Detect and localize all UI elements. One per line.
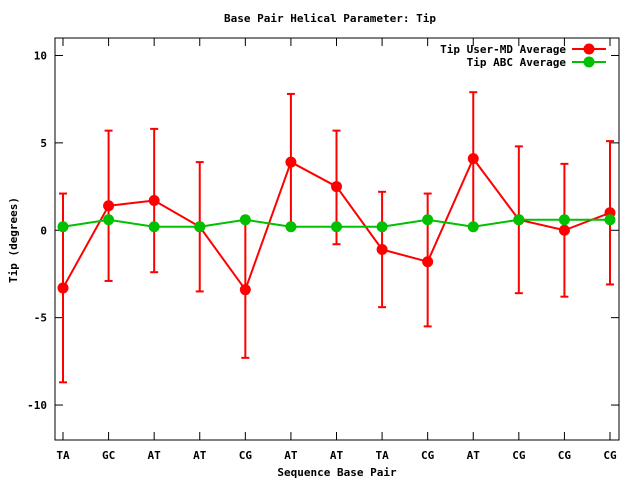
data-point [467,153,479,165]
y-tick-label: 10 [34,49,47,62]
x-axis: TA GC AT AT CG AT AT TA CG AT CG CG CG [56,38,617,462]
y-axis-label: Tip (degrees) [7,197,20,283]
data-point [194,221,206,233]
data-point [604,214,616,226]
data-point [103,214,115,226]
data-point [239,284,251,296]
legend-label: Tip ABC Average [467,56,567,69]
data-point [422,214,434,226]
data-point [558,214,570,226]
x-tick-label: AT [148,449,162,462]
series-layer [57,91,616,384]
y-tick-label: -5 [34,312,47,325]
x-tick-label: AT [330,449,344,462]
x-tick-label: GC [102,449,115,462]
data-point [376,221,388,233]
x-tick-label: CG [603,449,617,462]
data-point [148,221,160,233]
data-point [285,156,297,168]
series-1 [57,91,616,384]
data-point [513,214,525,226]
y-tick-label: 0 [40,224,47,237]
x-tick-label: AT [193,449,207,462]
x-tick-label: AT [284,449,298,462]
data-point [57,282,69,294]
data-point [285,221,297,233]
data-point [239,214,251,226]
x-tick-label: TA [375,449,389,462]
data-point [331,221,342,233]
data-point [331,181,342,193]
data-point [467,221,479,233]
data-point [422,256,434,268]
x-tick-label: AT [467,449,481,462]
data-point [376,243,388,255]
data-point [57,221,69,233]
data-point [103,200,115,212]
x-tick-label: CG [558,449,572,462]
y-tick-label: 5 [40,137,47,150]
legend-label: Tip User-MD Average [440,43,566,56]
x-tick-label: CG [421,449,435,462]
x-tick-label: TA [56,449,70,462]
data-point [558,224,570,236]
series-2 [57,214,616,233]
y-tick-label: -10 [27,399,47,412]
chart-title: Base Pair Helical Parameter: Tip [224,12,436,25]
legend-swatch-marker [583,43,595,55]
y-axis: 10 5 0 -5 -10 [27,49,619,412]
data-point [148,195,160,207]
x-tick-label: CG [239,449,253,462]
x-axis-label: Sequence Base Pair [277,466,397,479]
x-tick-label: CG [512,449,526,462]
legend-swatch-marker [583,56,595,68]
